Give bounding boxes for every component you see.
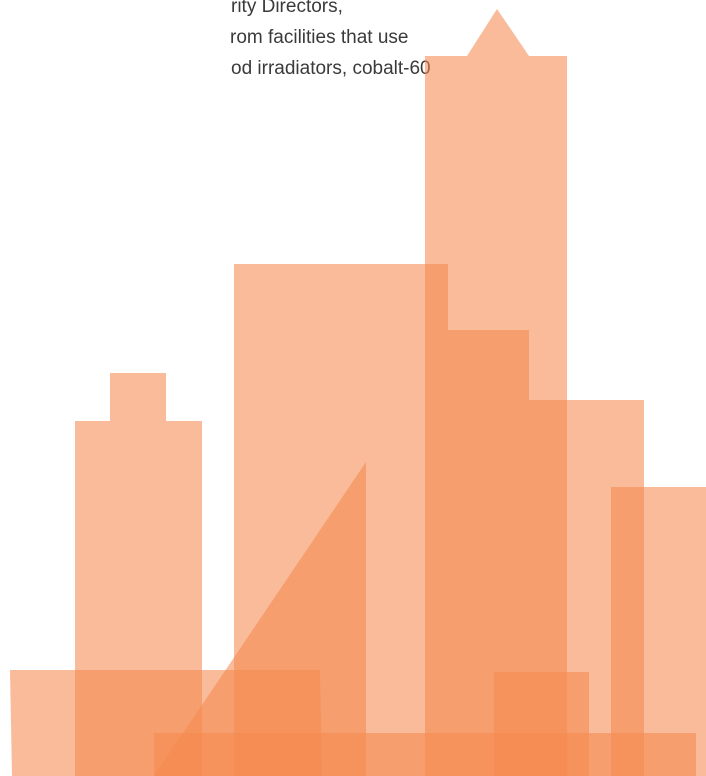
right-building: [611, 487, 706, 776]
text-line-1: rity Directors,: [231, 0, 343, 17]
text-line-2: rom facilities that use: [230, 27, 409, 48]
low-base-strip: [154, 733, 696, 776]
left-tower: [75, 373, 202, 776]
stepped-building: [448, 330, 644, 776]
body-text-fragment: rity Directors, rom facilities that use …: [0, 0, 700, 93]
text-line-3: od irradiators, cobalt-60: [231, 58, 431, 79]
triangle-building: [154, 462, 366, 776]
